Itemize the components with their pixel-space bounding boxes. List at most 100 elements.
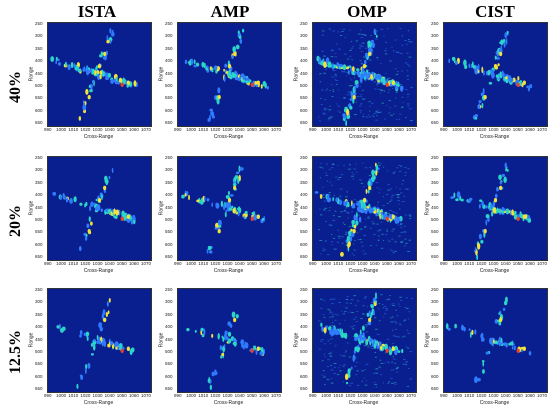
scatter-point xyxy=(108,37,113,42)
noise-speckle xyxy=(360,29,362,31)
noise-speckle xyxy=(381,247,384,249)
y-tick-label: 500 xyxy=(300,216,308,222)
noise-speckle xyxy=(351,211,353,213)
scatter-point xyxy=(517,76,520,81)
scatter-point xyxy=(224,211,227,218)
noise-speckle xyxy=(337,235,341,237)
noise-speckle xyxy=(404,214,407,216)
noise-speckle xyxy=(321,89,324,91)
y-tick-label: 600 xyxy=(300,107,308,113)
noise-speckle xyxy=(320,162,322,164)
noise-speckle xyxy=(375,38,378,40)
noise-speckle xyxy=(359,82,363,84)
noise-speckle xyxy=(364,80,367,82)
y-tick-label: 500 xyxy=(431,216,439,222)
noise-speckle xyxy=(408,65,411,67)
noise-speckle xyxy=(334,210,337,212)
scatter-point xyxy=(219,345,223,351)
x-tick-label: 990 xyxy=(44,393,52,398)
noise-speckle xyxy=(392,50,395,52)
scatter-point xyxy=(357,201,360,208)
noise-speckle xyxy=(399,324,402,326)
noise-speckle xyxy=(384,313,387,315)
scatter-point xyxy=(113,79,117,83)
scatter-point xyxy=(527,215,531,220)
scatter-point xyxy=(345,381,349,385)
y-tick-label: 300 xyxy=(35,167,43,173)
scatter-point xyxy=(55,60,58,65)
noise-speckle xyxy=(376,333,380,335)
noise-speckle xyxy=(326,254,330,256)
scatter-point xyxy=(206,249,209,254)
noise-speckle xyxy=(344,209,347,211)
scatter-point xyxy=(335,197,338,202)
noise-speckle xyxy=(401,106,404,108)
scatter-point xyxy=(73,63,76,69)
noise-speckle xyxy=(382,304,384,306)
isar-image xyxy=(177,156,282,261)
scatter-point xyxy=(244,210,248,215)
scatter-point xyxy=(226,204,230,209)
scatter-image xyxy=(184,28,270,122)
scatter-point xyxy=(365,188,368,194)
noise-speckle xyxy=(348,356,352,358)
y-tick-label: 650 xyxy=(165,386,173,391)
scatter-point xyxy=(109,39,112,44)
y-tick-label: 650 xyxy=(35,386,43,391)
noise-speckle xyxy=(404,172,407,174)
scatter-point xyxy=(223,344,226,348)
y-tick-label: 250 xyxy=(300,21,308,26)
noise-speckle xyxy=(404,167,407,169)
noise-speckle xyxy=(376,84,378,86)
noise-speckle xyxy=(322,314,325,316)
strong-scatterer xyxy=(522,214,526,219)
noise-speckle xyxy=(379,188,382,190)
noise-speckle xyxy=(377,112,381,114)
noise-speckle xyxy=(359,44,362,46)
noise-speckle xyxy=(391,361,393,363)
scatter-point xyxy=(80,375,84,380)
noise-speckle xyxy=(338,237,341,239)
noise-speckle xyxy=(334,75,338,77)
scatter-point xyxy=(498,312,501,315)
scatter-point xyxy=(338,200,343,206)
noise-speckle xyxy=(369,167,372,169)
noise-speckle xyxy=(383,240,385,242)
noise-speckle xyxy=(359,33,362,35)
x-tick-label: 1060 xyxy=(258,261,269,266)
x-tick-label: 1040 xyxy=(104,261,115,266)
scatter-point xyxy=(242,79,246,83)
y-tick-label: 400 xyxy=(35,324,43,330)
noise-speckle xyxy=(363,56,366,58)
noise-speckle xyxy=(392,358,396,360)
noise-speckle xyxy=(335,313,337,315)
scatter-point xyxy=(354,333,358,338)
y-tick-label: 250 xyxy=(300,155,308,160)
noise-speckle xyxy=(359,238,362,240)
noise-speckle xyxy=(370,102,374,104)
scatter-point xyxy=(497,74,500,79)
noise-speckle xyxy=(324,108,327,110)
noise-speckle xyxy=(327,194,331,196)
noise-speckle xyxy=(378,235,380,237)
y-tick-label: 250 xyxy=(431,21,439,26)
noise-speckle xyxy=(406,43,408,45)
noise-speckle xyxy=(402,363,406,365)
scatter-point xyxy=(85,88,89,95)
scatter-point xyxy=(187,61,192,64)
y-axis-label: Range xyxy=(158,66,165,81)
scatter-point xyxy=(193,59,196,65)
y-tick-label: 400 xyxy=(431,324,439,330)
scatter-point xyxy=(498,48,503,53)
noise-speckle xyxy=(362,162,364,164)
noise-speckle xyxy=(356,95,359,97)
scatter-point xyxy=(468,328,471,332)
scatter-point xyxy=(477,242,481,250)
noise-speckle xyxy=(334,319,337,321)
noise-speckle xyxy=(349,55,352,57)
y-axis-label: Range xyxy=(424,66,431,81)
noise-speckle xyxy=(393,302,395,304)
noise-speckle xyxy=(410,86,414,88)
scatter-point xyxy=(481,359,485,363)
noise-speckle xyxy=(389,249,392,251)
